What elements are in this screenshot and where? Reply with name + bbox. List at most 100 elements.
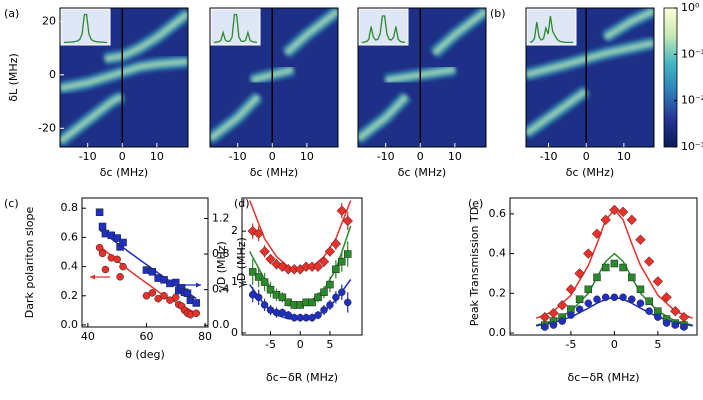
colorbar-tick-label: 10⁻² <box>681 94 703 107</box>
ridge <box>60 94 124 144</box>
marker <box>610 259 619 268</box>
colorbar-tick-label: 10⁻¹ <box>681 47 703 60</box>
marker <box>654 313 662 321</box>
marker <box>98 222 107 231</box>
y-tick-label: -20 <box>38 121 56 134</box>
y-axis-label: γD (MHz) <box>215 241 228 292</box>
y-tick-label: 0.4 <box>61 260 79 273</box>
x-axis-label: δc (MHz) <box>100 166 148 179</box>
marker <box>254 273 263 281</box>
x-tick-label: 0 <box>119 150 126 163</box>
x-tick-label: 5 <box>654 338 661 351</box>
marker <box>575 295 584 304</box>
marker <box>591 228 603 239</box>
heatmap <box>210 8 338 147</box>
x-axis-label: δc (MHz) <box>250 166 298 179</box>
inset-line <box>529 15 573 44</box>
x-tick-label: -5 <box>265 338 276 351</box>
x-tick-label: 0 <box>611 338 618 351</box>
marker <box>308 298 316 307</box>
axes-frame <box>59 7 189 148</box>
marker <box>636 299 645 307</box>
marker <box>265 253 276 265</box>
marker <box>318 256 330 267</box>
marker <box>160 292 168 300</box>
marker <box>617 206 629 218</box>
marker <box>154 294 162 303</box>
marker <box>338 288 346 296</box>
marker <box>343 250 352 258</box>
marker <box>643 256 655 267</box>
marker <box>635 234 646 245</box>
marker <box>113 255 121 264</box>
marker <box>548 307 559 319</box>
x-axis-label: δc (MHz) <box>398 166 446 179</box>
y-axis-label: Dark polariton slope <box>23 207 36 319</box>
marker <box>113 234 121 242</box>
marker <box>343 298 352 307</box>
axes-frame <box>357 7 487 148</box>
ridge <box>284 9 338 55</box>
marker <box>662 319 671 327</box>
marker <box>619 293 627 302</box>
marker <box>172 278 180 287</box>
plot <box>535 204 693 331</box>
marker <box>567 311 575 319</box>
y-tick-label: 0.6 <box>61 230 79 243</box>
marker <box>148 268 157 276</box>
heatmap <box>358 8 486 147</box>
marker <box>619 263 627 272</box>
marker <box>600 214 611 226</box>
heatmap <box>60 8 188 147</box>
marker <box>645 307 653 315</box>
marker <box>326 301 334 309</box>
x-tick-label: 40 <box>81 330 95 343</box>
y-tick-label: 0.0 <box>61 318 79 331</box>
y-axis-label: δL (MHz) <box>7 53 20 101</box>
marker <box>342 215 353 227</box>
marker <box>320 288 328 296</box>
marker <box>166 296 174 304</box>
marker <box>248 268 257 276</box>
x-tick-label: -10 <box>377 150 395 163</box>
marker <box>336 205 348 216</box>
marker <box>314 293 322 302</box>
inset-line <box>213 13 258 44</box>
marker <box>332 265 340 274</box>
x-tick-label: 5 <box>326 338 333 351</box>
x-tick-label: 0 <box>269 150 276 163</box>
y-tick-label: 0.6 <box>489 207 507 220</box>
marker <box>183 289 192 297</box>
y-tick-label: 0.8 <box>61 201 79 214</box>
y-tick-label: 20 <box>42 14 56 27</box>
marker <box>609 204 620 216</box>
marker <box>583 248 594 259</box>
y-tick-label: 0.2 <box>61 289 79 302</box>
axes-frame <box>509 197 698 336</box>
axes-frame <box>525 7 655 148</box>
x-tick-label: 0 <box>417 150 424 163</box>
marker <box>574 268 585 279</box>
marker <box>671 321 680 329</box>
y-tick-label: 0 <box>49 68 56 81</box>
y2-tick-label: 1.2 <box>212 211 230 224</box>
x-tick-label: 10 <box>448 150 462 163</box>
marker <box>556 299 568 311</box>
ridge <box>432 9 486 55</box>
marker <box>98 249 107 258</box>
marker <box>148 289 157 297</box>
marker <box>332 293 340 302</box>
marker <box>330 238 342 250</box>
x-axis-label: δc (MHz) <box>566 166 614 179</box>
x-tick-label: 60 <box>139 330 153 343</box>
marker <box>312 261 324 273</box>
plot <box>247 200 353 322</box>
inset-background <box>358 8 409 46</box>
inset-background <box>60 8 111 46</box>
marker <box>541 323 549 331</box>
marker <box>338 257 346 266</box>
marker <box>636 285 645 294</box>
marker <box>628 273 636 282</box>
